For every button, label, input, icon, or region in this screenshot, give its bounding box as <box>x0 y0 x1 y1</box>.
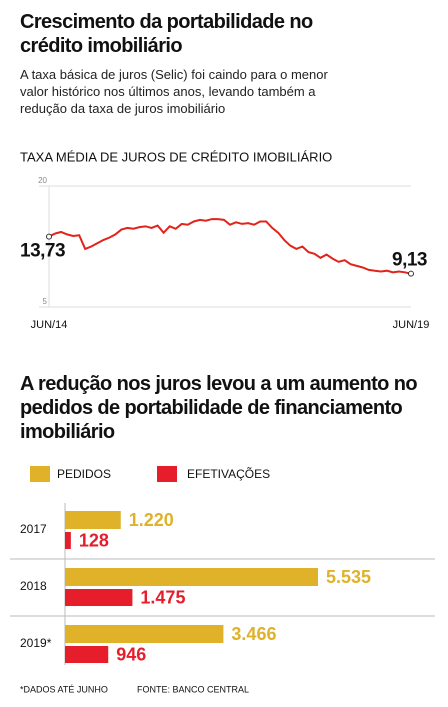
x-tick-label: JUN/14 <box>31 319 68 331</box>
data-label: 9,13 <box>392 250 427 271</box>
subtitle: A taxa básica de juros (Selic) foi caind… <box>20 67 328 116</box>
footnote: *DADOS ATÉ JUNHO <box>20 684 108 694</box>
data-label: 1.475 <box>140 587 185 607</box>
data-label: 128 <box>79 530 109 550</box>
y-tick-label: 20 <box>38 176 47 185</box>
point <box>46 233 52 240</box>
headline: Crescimento da portabilidade no crédito … <box>20 11 313 57</box>
chart-title: A redução nos juros levou a um aumento n… <box>20 373 418 443</box>
point <box>408 270 414 277</box>
bar <box>65 646 109 663</box>
y-tick-label: 5 <box>43 297 48 306</box>
bar <box>65 625 224 643</box>
x-tick-label: JUN/19 <box>393 319 430 331</box>
category-label: 2017 <box>20 522 47 536</box>
legend-swatch <box>30 466 50 482</box>
chart-title: TAXA MÉDIA DE JUROS DE CRÉDITO IMOBILIÁR… <box>20 149 332 164</box>
legend-label: PEDIDOS <box>57 467 111 481</box>
data-label: 3.466 <box>231 624 276 644</box>
bar <box>65 568 318 586</box>
bar <box>65 511 121 529</box>
data-label: 5.535 <box>326 567 371 587</box>
footnote: FONTE: BANCO CENTRAL <box>137 684 249 694</box>
category-label: 2018 <box>20 579 47 593</box>
bar <box>65 532 71 549</box>
data-label: 13,73 <box>20 241 65 262</box>
legend-label: EFETIVAÇÕES <box>187 466 270 481</box>
category-label: 2019* <box>20 636 52 650</box>
bar <box>65 589 133 606</box>
legend-swatch <box>157 466 177 482</box>
line <box>48 218 412 275</box>
data-label: 946 <box>116 644 146 664</box>
data-label: 1.220 <box>129 510 174 530</box>
